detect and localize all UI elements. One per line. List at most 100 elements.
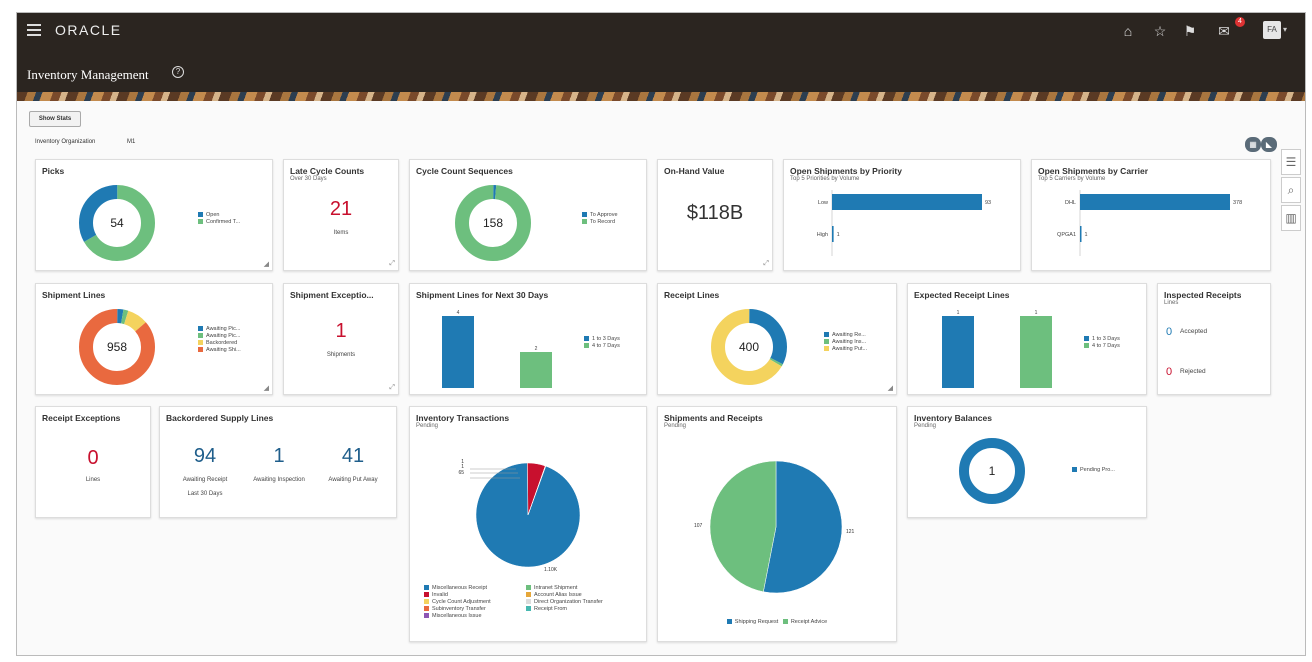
bar[interactable] xyxy=(832,194,982,210)
card-picks[interactable]: Picks 54 Open Confirmed T... ◢ xyxy=(35,159,273,271)
favorites-star-icon[interactable]: ☆ xyxy=(1153,23,1167,39)
card-shipment-lines[interactable]: Shipment Lines 958 Awaiting Pic... Await… xyxy=(35,283,273,395)
donut-segment[interactable] xyxy=(79,309,155,385)
expand-icon[interactable]: ⤢ xyxy=(389,260,395,267)
donut-segment[interactable] xyxy=(79,185,155,261)
resize-icon[interactable]: ◢ xyxy=(887,385,893,392)
pie-slice[interactable] xyxy=(763,460,843,594)
awaiting-put-away-value[interactable]: 41 xyxy=(341,445,365,467)
card-late-cycle-counts[interactable]: Late Cycle Counts Over 30 Days 21 Items … xyxy=(283,159,399,271)
resize-icon[interactable]: ◢ xyxy=(263,261,269,268)
legend-item: Awaiting Ins... xyxy=(824,339,867,346)
awaiting-put-away-label: Awaiting Put Away xyxy=(328,477,378,483)
category-label: High xyxy=(817,232,828,238)
bar[interactable] xyxy=(942,316,974,388)
donut-segment[interactable] xyxy=(79,185,155,261)
top-bar: ORACLE ⌂ ☆ ⚑ ✉ 4 FA ▾ xyxy=(17,13,1305,50)
org-value[interactable]: M1 xyxy=(127,139,136,145)
data-label: 107 xyxy=(694,523,703,529)
legend-item: Miscellaneous Receipt xyxy=(424,585,534,592)
bar[interactable] xyxy=(1080,194,1230,210)
show-stats-button[interactable]: Show Stats xyxy=(29,111,81,127)
pie-slice[interactable] xyxy=(475,462,581,568)
bar[interactable] xyxy=(1020,316,1052,388)
rejected-label: Rejected xyxy=(1180,368,1206,375)
data-label: 4 xyxy=(457,310,460,316)
title-bar: Inventory Management ? xyxy=(17,50,1305,92)
tasks-icon[interactable]: ☰ xyxy=(1281,149,1301,175)
grid-view-icon[interactable]: ▦ xyxy=(1245,137,1261,152)
legend-item: Awaiting Shi... xyxy=(198,347,241,354)
card-inventory-balances[interactable]: Inventory Balances Pending 1 Pending Pro… xyxy=(907,406,1147,518)
data-label: 121 xyxy=(846,529,855,535)
user-avatar[interactable]: FA xyxy=(1263,21,1281,39)
donut-segment[interactable] xyxy=(711,309,787,385)
cycle-seq-donut: 158 xyxy=(455,185,531,261)
card-open-shipments-priority[interactable]: Open Shipments by Priority Top 5 Priorit… xyxy=(783,159,1021,271)
card-inspected-receipts[interactable]: Inspected Receipts Lines 0 Accepted 0 Re… xyxy=(1157,283,1271,395)
rejected-count[interactable]: 0 xyxy=(1166,366,1173,378)
hamburger-menu-icon[interactable] xyxy=(27,24,41,36)
chevron-down-icon[interactable]: ▾ xyxy=(1283,25,1288,34)
pie-slice[interactable] xyxy=(527,465,547,516)
card-inventory-transactions[interactable]: Inventory Transactions Pending 1 1 65 1.… xyxy=(409,406,647,642)
card-backordered-supply-lines[interactable]: Backordered Supply Lines 94 Awaiting Rec… xyxy=(159,406,397,518)
card-cycle-count-sequences[interactable]: Cycle Count Sequences 158 To Approve To … xyxy=(409,159,647,271)
transactions-legend-right: Intranet Shipment Account Alias Issue Di… xyxy=(526,585,644,613)
inventory-balances-legend: Pending Pro... xyxy=(1072,467,1115,474)
card-title: Inventory Balances xyxy=(914,413,992,423)
legend-item: 4 to 7 Days xyxy=(584,343,620,350)
flag-icon[interactable]: ⚑ xyxy=(1183,23,1197,39)
analytics-icon[interactable]: ▥ xyxy=(1281,205,1301,231)
card-title: Open Shipments by Carrier xyxy=(1038,166,1149,176)
data-label: 1 xyxy=(1035,310,1038,316)
card-subtitle: Pending xyxy=(664,423,687,429)
expand-icon[interactable]: ⤢ xyxy=(763,260,769,267)
home-icon[interactable]: ⌂ xyxy=(1123,23,1133,39)
legend-item: 1 to 3 Days xyxy=(1084,336,1120,343)
card-receipt-lines[interactable]: Receipt Lines 400 Awaiting Re... Awaitin… xyxy=(657,283,897,395)
card-shipment-exceptions[interactable]: Shipment Exceptio... 1 Shipments ⤢ xyxy=(283,283,399,395)
card-shipments-and-receipts[interactable]: Shipments and Receipts Pending 107 121 S… xyxy=(657,406,897,642)
resize-icon[interactable]: ◢ xyxy=(263,385,269,392)
inventory-balances-donut: 1 xyxy=(959,438,1025,504)
expand-icon[interactable]: ⤢ xyxy=(389,384,395,391)
kpi-value: 0 xyxy=(87,447,99,469)
card-receipt-exceptions[interactable]: Receipt Exceptions 0 Lines xyxy=(35,406,151,518)
donut-segment[interactable] xyxy=(959,438,1025,504)
legend-item: Awaiting Pic... xyxy=(198,326,241,333)
donut-segment[interactable] xyxy=(711,309,787,385)
bar[interactable] xyxy=(520,352,552,388)
brand-logo[interactable]: ORACLE xyxy=(55,22,122,38)
notifications-icon[interactable]: ✉ xyxy=(1218,23,1230,39)
accepted-count[interactable]: 0 xyxy=(1166,326,1173,338)
card-title: Receipt Lines xyxy=(664,290,720,300)
list-view-icon[interactable]: ◣ xyxy=(1261,137,1277,152)
awaiting-receipt-value[interactable]: 94 xyxy=(193,445,217,467)
view-toggle[interactable]: ▦ ◣ xyxy=(1245,134,1281,152)
bar[interactable] xyxy=(1080,226,1082,242)
donut-segment[interactable] xyxy=(455,185,531,261)
data-label: 378 xyxy=(1233,200,1242,206)
card-open-shipments-carrier[interactable]: Open Shipments by Carrier Top 5 Carriers… xyxy=(1031,159,1271,271)
search-icon[interactable]: ⌕ xyxy=(1281,177,1301,203)
bar[interactable] xyxy=(832,226,834,242)
card-title: Inspected Receipts xyxy=(1164,290,1242,300)
data-label: 1.10K xyxy=(544,567,558,573)
data-label: 1 xyxy=(461,464,464,470)
card-subtitle: Top 5 Priorities by Volume xyxy=(790,176,860,182)
card-title: Late Cycle Counts xyxy=(290,166,365,176)
kpi-unit: Shipments xyxy=(326,352,356,358)
pie-slice[interactable] xyxy=(709,460,777,593)
donut-center-value: 958 xyxy=(107,340,127,354)
shipments-receipts-pie: 107 121 xyxy=(694,460,855,594)
bar[interactable] xyxy=(442,316,474,388)
awaiting-inspection-value[interactable]: 1 xyxy=(273,445,285,467)
help-icon[interactable]: ? xyxy=(172,66,184,78)
shipment-next-legend: 1 to 3 Days 4 to 7 Days xyxy=(584,336,620,350)
carrier-bar-chart: DHL 378 QPGA1 1 xyxy=(1057,190,1242,256)
card-on-hand-value[interactable]: On-Hand Value $118B ⤢ xyxy=(657,159,773,271)
legend-item: Receipt From xyxy=(526,606,644,613)
